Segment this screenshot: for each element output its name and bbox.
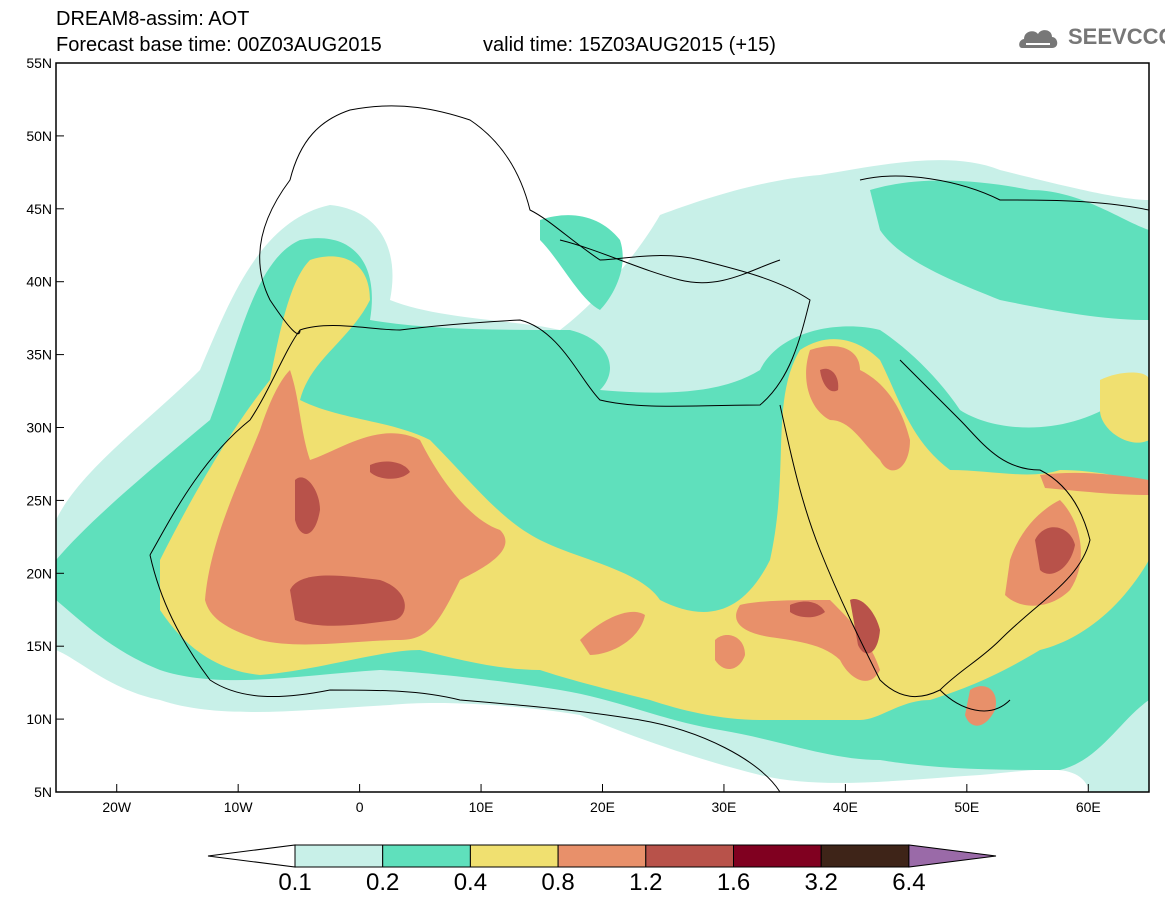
lat-tick-label: 5N <box>34 784 52 800</box>
lon-tick-label: 20W <box>102 799 132 815</box>
lat-tick-label: 30N <box>26 420 52 436</box>
colorbar-segment <box>294 844 384 868</box>
lon-tick-label: 40E <box>833 799 858 815</box>
colorbar-label: 1.6 <box>716 869 751 896</box>
lon-tick-label: 60E <box>1076 799 1101 815</box>
forecast-base-time: Forecast base time: 00Z03AUG2015 <box>56 34 382 56</box>
colorbar-segment <box>557 844 647 868</box>
aot-field <box>56 63 1149 792</box>
colorbar-segment <box>382 844 471 868</box>
aot-band-0.8 <box>205 346 1149 726</box>
lon-tick-label: 10E <box>469 799 494 815</box>
lat-tick-label: 40N <box>26 274 52 290</box>
longitude-axis: 20W 10W 0 10E 20E 30E 40E 50E 60E <box>102 784 1101 815</box>
lat-tick-label: 25N <box>26 492 52 508</box>
colorbar-tip-high <box>908 844 997 868</box>
colorbar-segment <box>820 844 910 868</box>
colorbar-label: 0.1 <box>278 869 312 896</box>
latitude-axis: 55N 50N 45N 40N 35N 30N 25N 20N 15N 10N 5N <box>26 55 64 800</box>
lat-tick-label: 35N <box>26 347 52 363</box>
colorbar-segment <box>469 844 559 868</box>
lon-tick-label: 20E <box>590 799 615 815</box>
colorbar-label: 0.4 <box>453 869 488 896</box>
lat-tick-label: 45N <box>26 201 52 217</box>
colorbar-label: 1.2 <box>629 869 663 896</box>
colorbar-segment <box>645 844 734 868</box>
valid-time: valid time: 15Z03AUG2015 (+15) <box>483 34 776 56</box>
colorbar <box>207 844 997 868</box>
colorbar-label: 6.4 <box>892 869 926 896</box>
colorbar-label: 3.2 <box>804 869 838 896</box>
lat-tick-label: 15N <box>26 638 52 654</box>
aot-band-1.2 <box>290 368 1075 654</box>
lat-tick-label: 20N <box>26 565 52 581</box>
lat-tick-label: 50N <box>26 128 52 144</box>
lon-tick-label: 30E <box>711 799 736 815</box>
seevccc-logo: SEEVCCC <box>1068 24 1165 49</box>
coastlines <box>149 105 1149 792</box>
cloud-icon <box>1019 30 1058 48</box>
lon-tick-label: 50E <box>954 799 979 815</box>
colorbar-tip-low <box>207 844 296 868</box>
lat-tick-label: 10N <box>26 711 52 727</box>
lat-tick-label: 55N <box>26 55 52 71</box>
map-title: DREAM8-assim: AOT <box>56 8 250 30</box>
colorbar-label: 0.2 <box>366 869 400 896</box>
colorbar-segment <box>733 844 822 868</box>
lon-tick-label: 10W <box>224 799 254 815</box>
colorbar-label: 0.8 <box>541 869 575 896</box>
lon-tick-label: 0 <box>356 799 364 815</box>
